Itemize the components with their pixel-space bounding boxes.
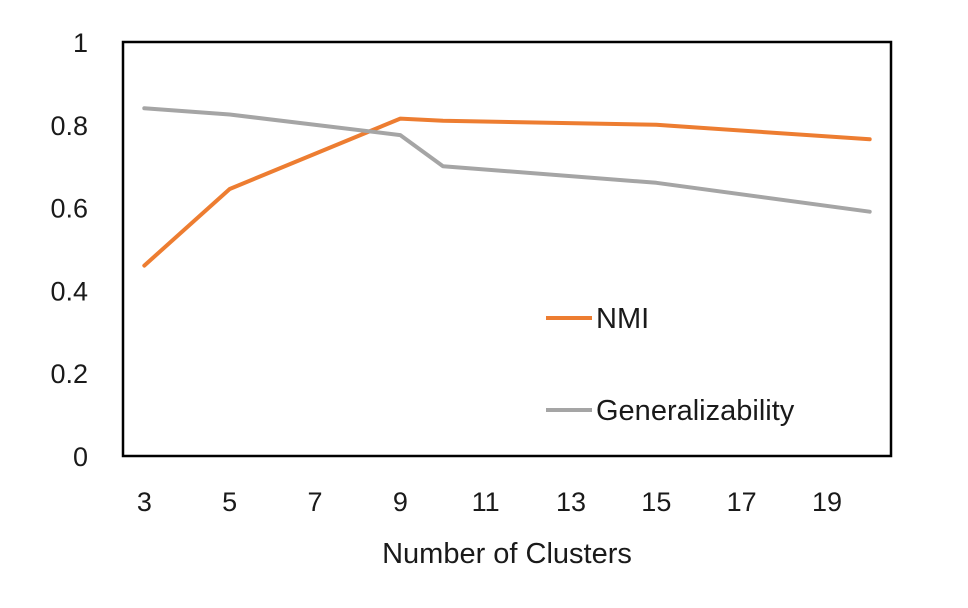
plot-area-frame [121,40,893,458]
x-axis-tick-labels: 3 5 7 9 11 13 15 17 19 [137,487,842,517]
legend-label: Generalizability [596,395,795,427]
legend: NMI Generalizability [546,303,795,427]
y-tick-label: 1 [73,28,88,58]
series-line-generalizability [142,106,872,214]
y-tick-label: 0 [73,442,88,472]
legend-item: Generalizability [546,395,795,427]
x-tick-label: 13 [556,487,586,517]
x-tick-label: 17 [727,487,757,517]
legend-item: NMI [546,303,649,335]
series-line-nmi [142,116,872,268]
y-axis-tick-labels: 0 0.2 0.4 0.6 0.8 1 [50,28,88,472]
y-tick-label: 0.2 [50,359,88,389]
legend-label: NMI [596,303,649,335]
x-axis-title: Number of Clusters [382,538,632,570]
x-tick-label: 7 [307,487,322,517]
x-tick-label: 11 [472,487,500,517]
x-tick-label: 9 [393,487,408,517]
x-tick-label: 5 [222,487,237,517]
x-tick-label: 19 [812,487,842,517]
y-tick-label: 0.6 [50,194,88,224]
x-tick-label: 15 [641,487,671,517]
y-tick-label: 0.8 [50,111,88,141]
series-lines [142,106,872,268]
x-tick-label: 3 [137,487,152,517]
y-tick-label: 0.4 [50,276,88,306]
